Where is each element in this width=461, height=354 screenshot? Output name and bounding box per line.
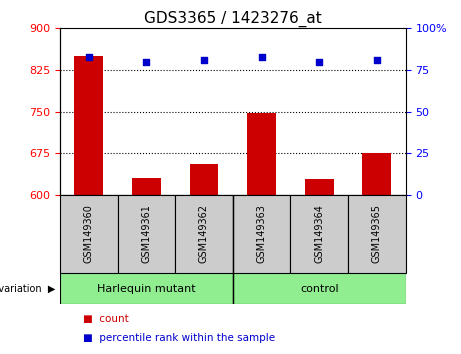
Bar [60, 195, 118, 273]
Text: GSM149360: GSM149360 [84, 204, 94, 263]
Bar [60, 273, 233, 304]
Point [315, 59, 323, 64]
Bar [74, 56, 103, 195]
Text: Harlequin mutant: Harlequin mutant [97, 284, 195, 293]
Bar [189, 164, 219, 195]
Bar [118, 195, 175, 273]
Bar [362, 153, 391, 195]
Bar [233, 195, 290, 273]
Text: GSM149365: GSM149365 [372, 204, 382, 263]
Bar [233, 273, 406, 304]
Text: control: control [300, 284, 338, 293]
Text: ■  count: ■ count [83, 314, 129, 324]
Point [258, 54, 266, 59]
Text: GSM149363: GSM149363 [257, 204, 266, 263]
Point [200, 57, 207, 63]
Text: genotype/variation  ▶: genotype/variation ▶ [0, 284, 55, 293]
Bar [132, 178, 161, 195]
Point [142, 59, 150, 64]
Title: GDS3365 / 1423276_at: GDS3365 / 1423276_at [144, 11, 322, 27]
Bar [305, 179, 334, 195]
Point [373, 57, 381, 63]
Text: GSM149364: GSM149364 [314, 204, 324, 263]
Bar [348, 195, 406, 273]
Point [85, 54, 92, 59]
Bar [247, 113, 276, 195]
Text: GSM149361: GSM149361 [142, 204, 151, 263]
Bar [175, 195, 233, 273]
Text: GSM149362: GSM149362 [199, 204, 209, 263]
Text: ■  percentile rank within the sample: ■ percentile rank within the sample [83, 333, 275, 343]
Bar [290, 195, 348, 273]
